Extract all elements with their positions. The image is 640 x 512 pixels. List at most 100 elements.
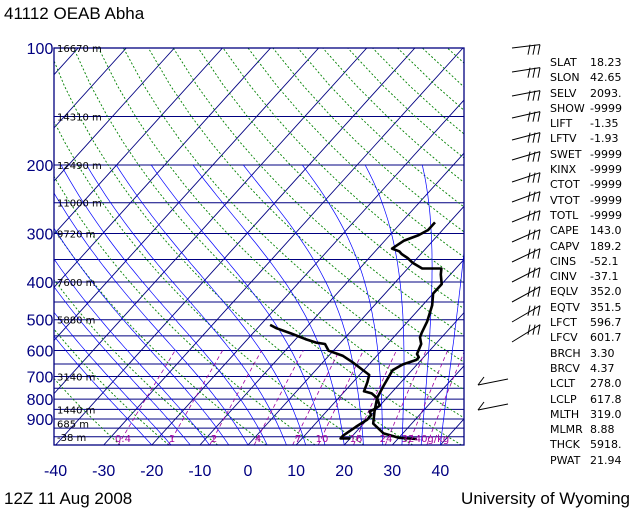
- pressure-tick-label: 700: [27, 370, 54, 387]
- height-label: 12490 m: [57, 161, 102, 172]
- index-name: PWAT: [550, 453, 581, 467]
- dry-adiabat: [54, 377, 121, 445]
- moist-adiabat: [243, 164, 364, 445]
- index-name: CTOT: [550, 178, 580, 192]
- index-row: LFCT 596.7: [550, 315, 630, 330]
- index-name: LCLT: [550, 377, 576, 391]
- index-row: TOTL -9999: [550, 208, 630, 223]
- height-label: 3140 m: [57, 373, 95, 384]
- height-label: 11000 m: [57, 199, 102, 210]
- isotherm-line: [54, 48, 127, 129]
- index-value: -52.1: [590, 254, 619, 268]
- index-row: LCLT 278.0: [550, 376, 630, 391]
- stability-indices: SLAT 18.23 SLON 42.65 SELV 2093. SHOW -9999 LIFT…: [550, 55, 630, 468]
- dry-adiabat: [123, 48, 464, 391]
- index-value: 4.37: [590, 361, 615, 375]
- wind-barb: [511, 210, 541, 223]
- wind-barb: [511, 111, 541, 122]
- isotherm-line: [54, 48, 271, 288]
- index-value: -9999: [590, 163, 622, 177]
- index-name: MLMR: [550, 423, 583, 437]
- wind-barb: [511, 67, 541, 78]
- isotherm-line: [103, 48, 464, 445]
- wind-barb: [511, 90, 541, 101]
- index-row: SELV 2093.: [550, 86, 630, 101]
- temperature-tick-label: 20: [335, 463, 353, 480]
- index-row: CAPV 189.2: [550, 239, 630, 254]
- index-row: SLAT 18.23: [550, 55, 630, 70]
- mixing-ratio-label: 4: [255, 434, 261, 445]
- temperature-tick-label: 0: [244, 463, 253, 480]
- mixing-ratio-line: [384, 350, 427, 445]
- height-label: -38 m: [57, 433, 86, 444]
- isotherm-line: [54, 48, 368, 395]
- index-value: 18.23: [590, 56, 622, 69]
- mixing-ratio-line: [292, 350, 340, 445]
- index-value: 278.0: [590, 377, 622, 391]
- index-row: BRCH 3.30: [550, 346, 630, 361]
- index-row: MLMR 8.88: [550, 422, 630, 437]
- temperature-tick-label: 10: [287, 463, 305, 480]
- mixing-ratio-line: [117, 350, 176, 445]
- index-row: KINX -9999: [550, 162, 630, 177]
- observation-time: 12Z 11 Aug 2008: [4, 489, 133, 508]
- height-label: 5880 m: [57, 316, 95, 327]
- index-value: -1.35: [590, 117, 619, 131]
- index-name: BRCV: [550, 361, 580, 375]
- index-value: -9999: [590, 208, 622, 222]
- index-row: SWET -9999: [550, 147, 630, 162]
- moist-adiabat: [60, 164, 268, 445]
- index-value: 352.0: [590, 285, 622, 299]
- mixing-ratio-label: 7: [295, 434, 301, 445]
- index-value: 319.0: [590, 407, 622, 421]
- wind-barbs: [477, 44, 541, 411]
- pressure-tick-label: 300: [27, 226, 54, 243]
- index-name: BRCH: [550, 346, 581, 360]
- mixing-ratio-label: 24: [380, 434, 393, 445]
- index-row: SLON 42.65: [550, 70, 630, 85]
- index-name: TOTL: [550, 208, 579, 222]
- index-row: LFTV -1.93: [550, 131, 630, 146]
- plot-frame: [53, 47, 465, 446]
- mixing-ratio-label: 32: [402, 434, 415, 445]
- index-row: THCK 5918.: [550, 437, 630, 452]
- moist-adiabat: [150, 164, 326, 445]
- index-value: 596.7: [590, 316, 622, 330]
- temperature-tick-label: 30: [383, 463, 401, 480]
- moist-adiabat: [54, 258, 210, 445]
- height-label: 14310 m: [57, 112, 102, 123]
- index-value: 189.2: [590, 239, 622, 253]
- moist-adiabat: [54, 286, 191, 445]
- height-label: 685 m: [57, 420, 89, 431]
- mixing-ratio-line: [253, 350, 304, 445]
- index-name: CINS: [550, 254, 577, 268]
- source-credit: University of Wyoming: [461, 489, 630, 508]
- index-value: 8.88: [590, 423, 615, 437]
- index-name: THCK: [550, 438, 580, 452]
- mixing-ratio-line: [426, 351, 464, 445]
- dry-adiabat: [54, 175, 316, 445]
- index-name: SLAT: [550, 56, 577, 69]
- mixing-ratio-line: [408, 350, 449, 445]
- index-row: PWAT 21.94: [550, 453, 630, 468]
- index-row: LIFT -1.35: [550, 116, 630, 131]
- index-row: MLTH 319.0: [550, 407, 630, 422]
- chart-title: 41112 OEAB Abha: [4, 4, 145, 23]
- mixing-ratio-label: 0.4: [115, 434, 131, 445]
- index-value: 601.7: [590, 331, 622, 345]
- index-name: VTOT: [550, 193, 580, 207]
- index-value: -9999: [590, 147, 622, 161]
- index-value: 3.30: [590, 346, 615, 360]
- index-value: 21.94: [590, 453, 622, 467]
- mixing-ratio-line: [209, 350, 262, 445]
- wind-barb: [511, 132, 541, 143]
- wind-barb: [511, 172, 541, 183]
- wind-barb: [511, 305, 541, 323]
- index-row: EQTV 351.5: [550, 300, 630, 315]
- dry-adiabat: [148, 48, 464, 363]
- wind-barb: [511, 229, 541, 243]
- isotherm-line: [54, 48, 223, 235]
- mixing-ratio-label: 2: [211, 434, 217, 445]
- isotherm-line: [54, 48, 175, 182]
- temperature-tick-label: -40: [44, 463, 67, 480]
